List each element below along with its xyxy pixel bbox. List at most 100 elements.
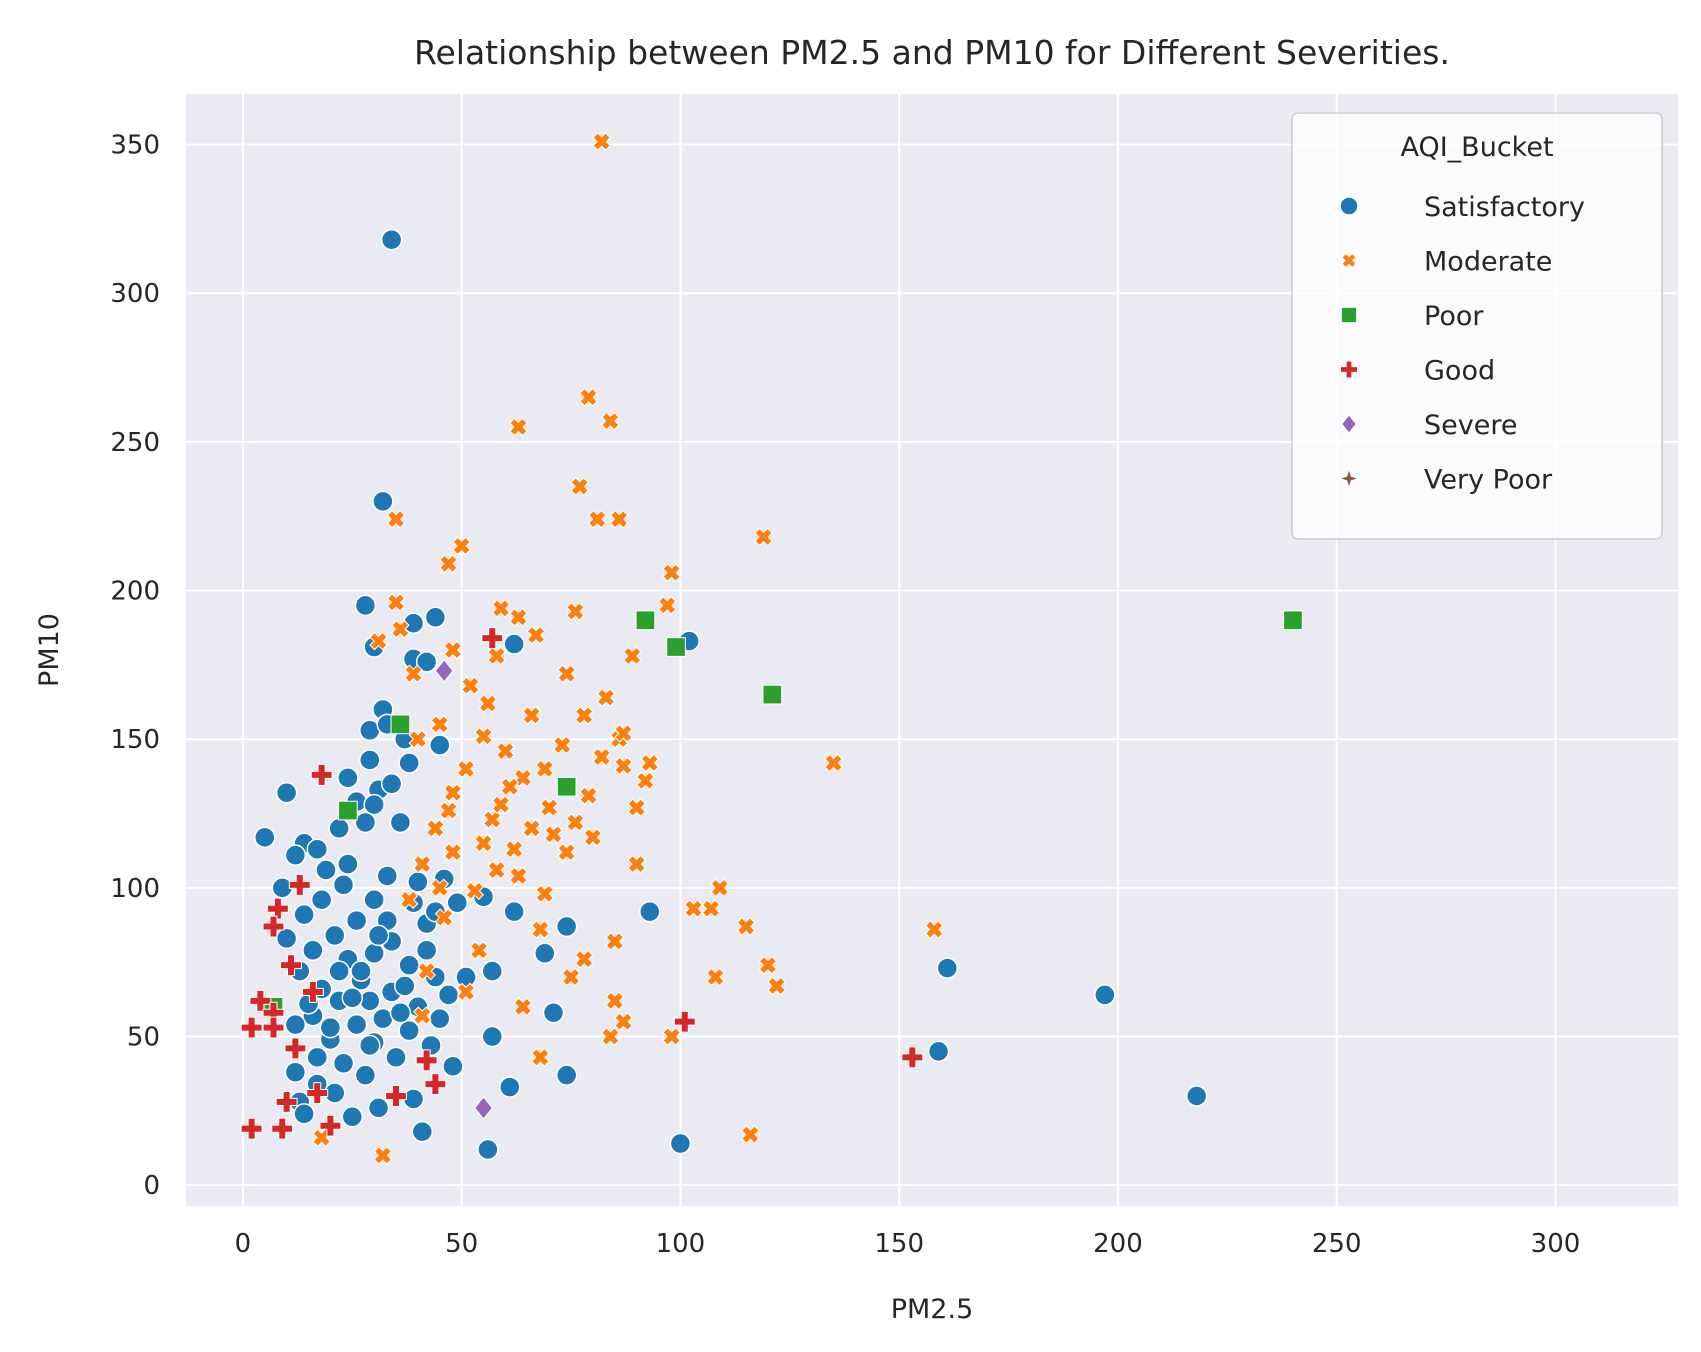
data-point bbox=[901, 1046, 924, 1069]
data-point bbox=[254, 826, 276, 849]
data-point bbox=[398, 1019, 420, 1042]
chart-title: Relationship between PM2.5 and PM10 for … bbox=[414, 33, 1450, 72]
data-point bbox=[424, 1073, 447, 1096]
data-point bbox=[741, 1125, 760, 1144]
data-point bbox=[627, 854, 646, 874]
data-point bbox=[639, 900, 661, 923]
legend-marker bbox=[1340, 306, 1358, 324]
data-point bbox=[758, 955, 778, 975]
data-point bbox=[535, 759, 555, 779]
data-point bbox=[555, 915, 578, 938]
legend-marker bbox=[1338, 468, 1360, 489]
data-point bbox=[385, 1046, 407, 1069]
data-point bbox=[936, 957, 959, 979]
data-point bbox=[592, 747, 611, 767]
data-point bbox=[627, 798, 646, 817]
data-point bbox=[345, 909, 368, 932]
data-point bbox=[376, 865, 399, 887]
data-point bbox=[684, 899, 703, 918]
data-point bbox=[522, 706, 541, 725]
data-point bbox=[601, 411, 620, 431]
data-point bbox=[710, 878, 730, 898]
data-point bbox=[662, 1027, 681, 1046]
legend-item: Moderate bbox=[1341, 247, 1552, 278]
legend-marker bbox=[1339, 360, 1359, 379]
data-point bbox=[350, 960, 372, 982]
legend-marker bbox=[1341, 252, 1357, 269]
data-point bbox=[262, 1016, 285, 1039]
data-point bbox=[491, 795, 511, 814]
data-point bbox=[293, 1103, 315, 1125]
y-tick-label: 50 bbox=[127, 1023, 160, 1053]
data-point bbox=[437, 984, 460, 1006]
data-point bbox=[359, 1034, 381, 1057]
data-point bbox=[455, 966, 477, 988]
data-point bbox=[319, 1016, 342, 1039]
tick-labels: 0 50 100 150 200 250 300 0 50 100 150 200 250 300 350 bbox=[110, 131, 1580, 1259]
legend-item: Very Poor bbox=[1338, 465, 1553, 496]
data-point bbox=[262, 915, 285, 938]
data-point bbox=[461, 676, 480, 695]
data-point bbox=[275, 927, 298, 950]
data-point bbox=[481, 960, 504, 982]
data-point bbox=[456, 982, 476, 1002]
data-point bbox=[359, 749, 381, 771]
data-point bbox=[531, 1048, 550, 1067]
legend-item: Good bbox=[1339, 356, 1495, 387]
data-point bbox=[363, 793, 385, 816]
y-axis-label: PM10 bbox=[34, 613, 65, 687]
data-point bbox=[469, 941, 489, 960]
data-point bbox=[465, 881, 485, 901]
data-point bbox=[477, 1138, 499, 1161]
data-point bbox=[535, 884, 555, 904]
data-point bbox=[499, 1076, 521, 1098]
data-point bbox=[706, 967, 725, 987]
x-axis-label: PM2.5 bbox=[891, 1294, 974, 1325]
data-point bbox=[583, 828, 603, 847]
data-point bbox=[284, 1061, 307, 1083]
data-point bbox=[531, 920, 550, 939]
data-point bbox=[1283, 610, 1303, 631]
data-point bbox=[542, 1001, 565, 1024]
data-point bbox=[662, 563, 681, 582]
data-point bbox=[587, 509, 607, 529]
data-point bbox=[306, 1082, 329, 1104]
data-point bbox=[408, 729, 428, 749]
data-point bbox=[389, 1001, 412, 1024]
data-point bbox=[762, 684, 783, 705]
data-point bbox=[369, 631, 388, 651]
data-point bbox=[240, 1117, 263, 1140]
data-point bbox=[534, 942, 556, 965]
data-point bbox=[442, 1055, 464, 1078]
data-point bbox=[407, 871, 429, 893]
data-point bbox=[503, 900, 525, 923]
data-point bbox=[293, 903, 315, 926]
data-point bbox=[302, 939, 324, 962]
data-point bbox=[373, 1146, 393, 1165]
y-tick-label: 0 bbox=[143, 1171, 160, 1201]
data-point bbox=[337, 767, 359, 789]
series-poor bbox=[263, 610, 1303, 1017]
data-point bbox=[636, 771, 655, 791]
data-point bbox=[341, 987, 364, 1009]
data-point bbox=[513, 768, 533, 788]
data-point bbox=[927, 1040, 950, 1063]
x-tick-label: 0 bbox=[235, 1229, 252, 1259]
data-point bbox=[522, 819, 541, 838]
series-moderate bbox=[312, 132, 944, 1165]
legend-marker bbox=[1339, 196, 1359, 216]
data-point bbox=[561, 967, 581, 987]
data-point bbox=[324, 924, 346, 947]
data-point bbox=[411, 1120, 434, 1143]
data-point bbox=[491, 599, 511, 618]
data-point bbox=[526, 625, 546, 645]
data-point bbox=[434, 659, 454, 683]
data-point bbox=[487, 860, 506, 880]
data-point bbox=[271, 1117, 294, 1140]
legend-label: Moderate bbox=[1424, 247, 1552, 278]
series-good bbox=[240, 627, 924, 1140]
x-tick-label: 300 bbox=[1531, 1229, 1581, 1259]
data-point bbox=[658, 596, 677, 615]
data-point bbox=[456, 759, 476, 779]
data-point bbox=[390, 714, 411, 735]
